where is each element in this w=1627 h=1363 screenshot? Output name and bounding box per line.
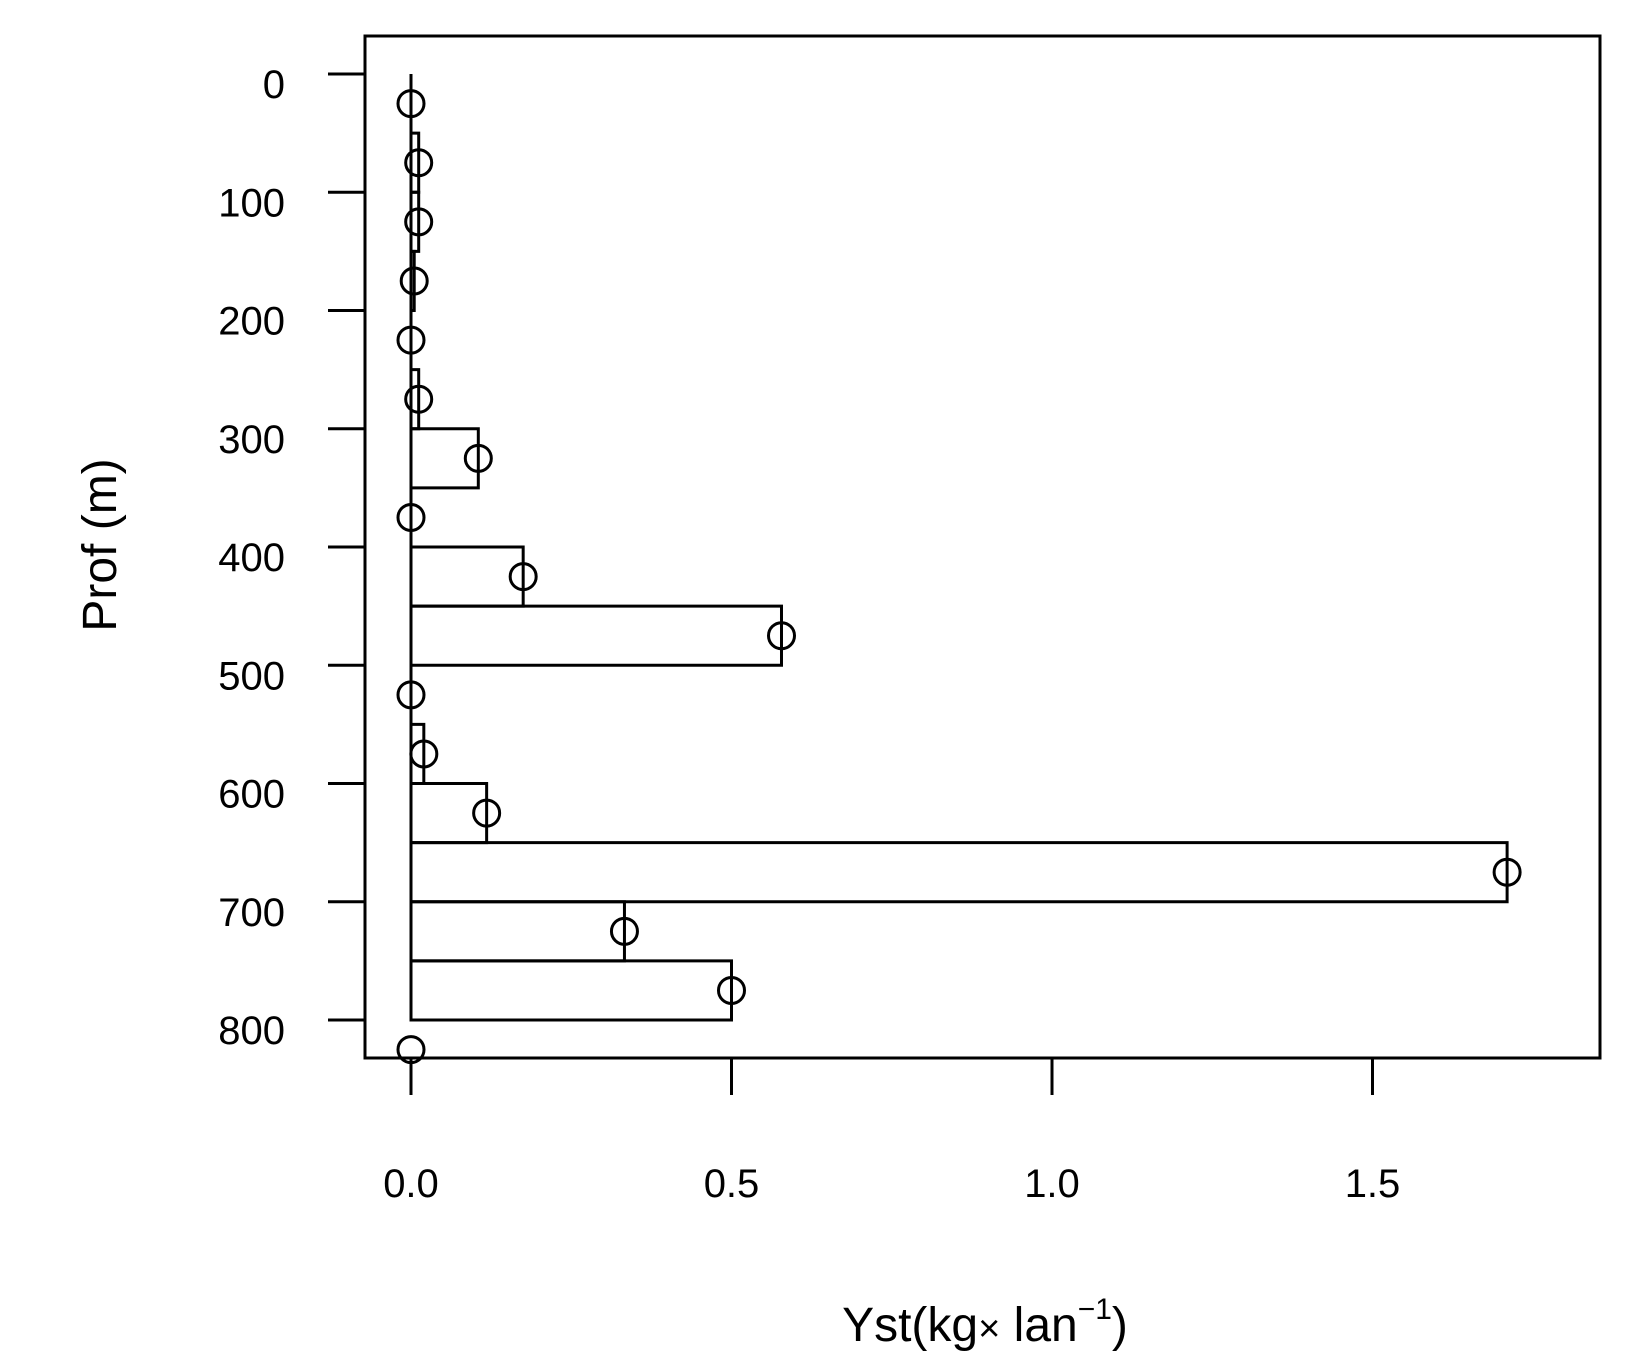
bar-100-150 <box>409 190 421 253</box>
y-tick-label-8: 800 <box>218 1009 285 1053</box>
bar-250-300 <box>409 368 421 431</box>
y-axis-title: Prof (m) <box>74 458 127 631</box>
point-600-650 <box>472 798 502 828</box>
point-350-400 <box>396 502 426 532</box>
point-50-100 <box>404 148 434 178</box>
x-axis-title-close: ) <box>1112 1299 1128 1352</box>
x-tick-label-2: 1.0 <box>1024 1162 1080 1206</box>
y-tick-label-6: 600 <box>218 773 285 817</box>
bar-700-750 <box>409 900 626 963</box>
x-tick-label-0: 0.0 <box>383 1162 439 1206</box>
x-axis-title-superscript: −1 <box>1078 1293 1112 1326</box>
y-tick-label-7: 700 <box>218 891 285 935</box>
point-750-800 <box>717 975 746 1005</box>
x-axis-title-unit: lan <box>1000 1299 1077 1352</box>
bar-450-500 <box>409 604 783 667</box>
point-150-200 <box>399 266 429 296</box>
x-axis-title-main: Yst(kg <box>842 1299 978 1352</box>
bar-50-100 <box>409 131 421 194</box>
point-200-250 <box>396 325 426 355</box>
y-tick-label-3: 300 <box>218 418 285 462</box>
point-250-300 <box>404 384 434 414</box>
x-axis-title: Yst(kg× lan−1) <box>842 1293 1128 1352</box>
bar-750-800 <box>409 959 733 1022</box>
points-group <box>396 89 1522 1065</box>
plot-frame <box>363 34 1602 1060</box>
point-0-50 <box>396 89 426 119</box>
y-tick-label-4: 400 <box>218 536 285 580</box>
point-700-750 <box>609 916 639 946</box>
y-tick-label-5: 500 <box>218 654 285 698</box>
x-axis-title-times: × <box>978 1308 1000 1350</box>
point-500-550 <box>396 680 426 710</box>
point-550-600 <box>409 739 439 769</box>
x-axis: 0.0 0.5 1.0 1.5 <box>383 1058 1400 1206</box>
point-450-500 <box>766 621 796 651</box>
point-650-700 <box>1492 857 1522 887</box>
point-300-350 <box>463 443 493 473</box>
bar-300-350 <box>409 427 480 490</box>
bar-550-600 <box>409 722 426 785</box>
y-axis: 0 100 200 300 400 500 600 700 800 <box>218 63 365 1053</box>
bars-group <box>409 74 1509 1022</box>
y-tick-label-1: 100 <box>218 181 285 225</box>
bar-400-450 <box>409 545 525 608</box>
y-tick-label-2: 200 <box>218 300 285 344</box>
bar-650-700 <box>409 841 1509 904</box>
y-tick-label-0: 0 <box>263 63 285 107</box>
point-100-150 <box>404 207 434 237</box>
x-tick-label-1: 0.5 <box>704 1162 760 1206</box>
x-tick-label-3: 1.5 <box>1345 1162 1401 1206</box>
point-400-450 <box>508 562 538 592</box>
bar-600-650 <box>409 782 489 845</box>
bar-150-200 <box>409 249 416 312</box>
